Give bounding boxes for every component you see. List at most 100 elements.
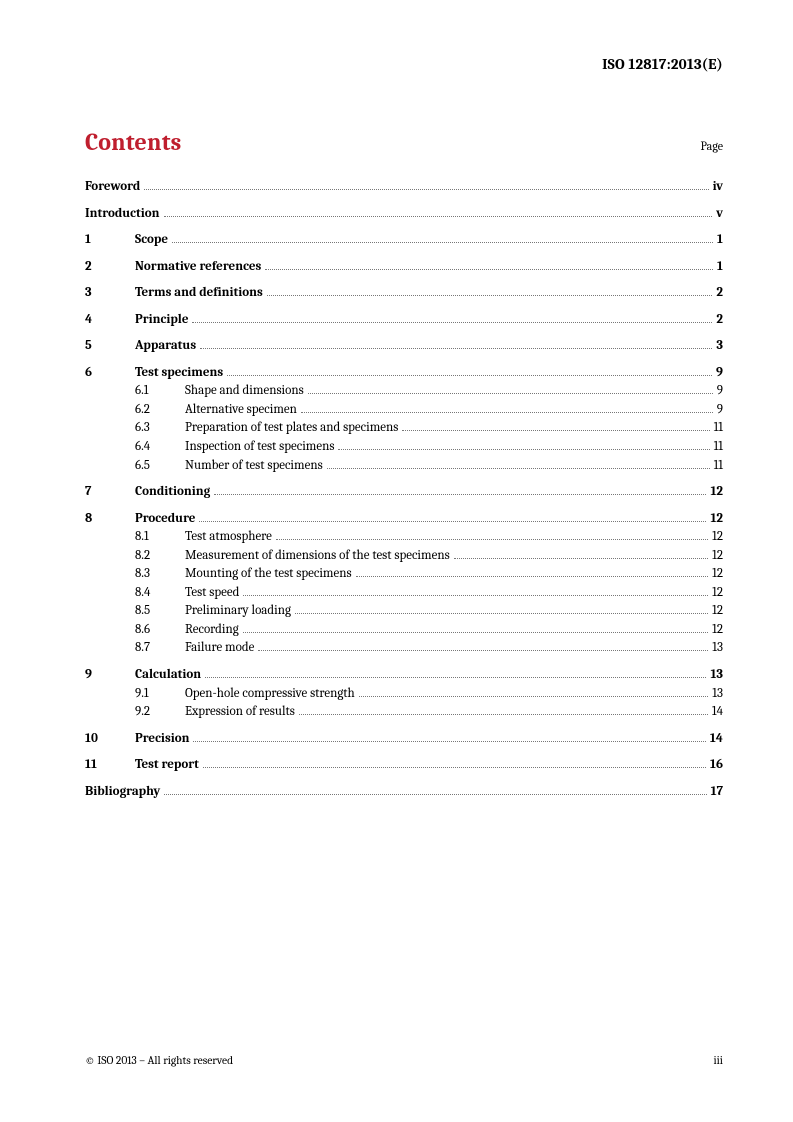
toc-row: 9.1Open-hole compressive strength13 [85,685,723,703]
contents-title: Contents [85,128,182,156]
toc-entry-page: 17 [711,783,723,801]
toc-leader [267,287,713,296]
toc-row: 4Principle 2 [85,311,723,329]
toc-entry-title: Conditioning [135,483,210,501]
toc-entry-title: Scope [135,231,168,249]
toc-leader [359,688,709,697]
toc-entry-page: 12 [712,528,723,546]
toc-leader [276,531,708,540]
toc-leader [301,404,713,413]
toc-entry-title: Apparatus [135,337,196,355]
toc-row: 7Conditioning 12 [85,483,723,501]
toc-leader [227,367,712,376]
toc-subsection-number: 8.4 [135,584,185,602]
toc-entry-title: Measurement of dimensions of the test sp… [185,547,450,565]
toc-leader [205,669,706,678]
contents-header-row: Contents Page [85,128,723,156]
toc-entry-page: 16 [710,756,723,774]
toc-leader [144,181,708,190]
toc-section-number: 9 [85,666,135,684]
toc-entry-page: 12 [712,602,723,620]
footer-copyright: © ISO 2013 – All rights reserved [85,1054,233,1067]
toc-entry-page: v [716,205,723,223]
toc-section-number: 3 [85,284,135,302]
toc-leader [193,733,705,742]
toc-subsection-number: 8.6 [135,621,185,639]
toc-section-number: 7 [85,483,135,501]
toc-entry-title: Failure mode [185,639,254,657]
toc-entry-page: 11 [714,457,723,475]
toc-leader [356,569,709,578]
toc-entry-title: Recording [185,621,239,639]
toc-row: 8.3Mounting of the test specimens12 [85,565,723,583]
toc-row: 8.7Failure mode 13 [85,639,723,657]
toc-row: 6.1Shape and dimensions9 [85,382,723,400]
toc-section-number: 4 [85,311,135,329]
document-identifier: ISO 12817:2013(E) [85,55,723,73]
toc-row: Bibliography17 [85,783,723,801]
toc-section-number: 11 [85,756,135,774]
toc-subsection-number: 9.1 [135,685,185,703]
toc-entry-page: 2 [716,284,723,302]
toc-entry-page: 12 [712,584,723,602]
toc-entry-page: 12 [712,621,723,639]
toc-entry-title: Test speed [185,584,239,602]
toc-section-number: 6 [85,364,135,382]
toc-leader [454,550,708,559]
toc-row: 3Terms and definitions 2 [85,284,723,302]
toc-entry-title: Precision [135,730,189,748]
toc-entry-page: 9 [717,401,723,419]
toc-entry-title: Preliminary loading [185,602,291,620]
toc-entry-title: Shape and dimensions [185,382,304,400]
toc-subsection-number: 8.1 [135,528,185,546]
table-of-contents: ForewordivIntroductionv1Scope12Normative… [85,178,723,800]
toc-subsection-number: 6.3 [135,419,185,437]
toc-entry-page: 11 [714,419,723,437]
toc-leader [308,386,713,395]
toc-row: 6.2Alternative specimen 9 [85,401,723,419]
toc-entry-title: Preparation of test plates and specimens [185,419,398,437]
toc-leader [243,624,708,633]
toc-subsection-number: 8.5 [135,602,185,620]
toc-subsection-number: 6.1 [135,382,185,400]
toc-leader [299,706,708,715]
toc-entry-page: 2 [716,311,723,329]
toc-subsection-number: 6.4 [135,438,185,456]
toc-entry-title: Alternative specimen [185,401,297,419]
toc-subsection-number: 8.7 [135,639,185,657]
toc-entry-title: Terms and definitions [135,284,263,302]
toc-subsection-number: 6.5 [135,457,185,475]
toc-row: 6.4Inspection of test specimens11 [85,438,723,456]
toc-leader [243,587,708,596]
toc-entry-title: Test specimens [135,364,223,382]
toc-entry-title: Mounting of the test specimens [185,565,352,583]
toc-leader [199,513,706,522]
toc-entry-title: Number of test specimens [185,457,323,475]
toc-entry-page: 1 [717,231,723,249]
toc-leader [265,261,713,270]
page: ISO 12817:2013(E) Contents Page Foreword… [0,0,793,1122]
toc-section-number: 1 [85,231,135,249]
toc-subsection-number: 6.2 [135,401,185,419]
toc-leader [214,486,706,495]
toc-section-number: 10 [85,730,135,748]
toc-entry-title: Expression of results [185,703,295,721]
toc-entry-page: 12 [712,547,723,565]
toc-entry-title: Introduction [85,205,160,223]
toc-entry-title: Principle [135,311,188,329]
toc-entry-page: 14 [710,730,723,748]
toc-leader [192,314,712,323]
toc-entry-page: 13 [710,666,723,684]
toc-entry-page: 1 [717,258,723,276]
toc-entry-title: Test atmosphere [185,528,272,546]
toc-row: Forewordiv [85,178,723,196]
toc-entry-page: 12 [712,565,723,583]
toc-leader [164,786,706,795]
toc-section-number: 8 [85,510,135,528]
toc-entry-page: 13 [712,639,723,657]
toc-row: 8.6Recording 12 [85,621,723,639]
toc-row: 9Calculation13 [85,666,723,684]
toc-entry-page: 12 [710,483,723,501]
toc-entry-title: Open-hole compressive strength [185,685,355,703]
toc-row: 8.1Test atmosphere 12 [85,528,723,546]
